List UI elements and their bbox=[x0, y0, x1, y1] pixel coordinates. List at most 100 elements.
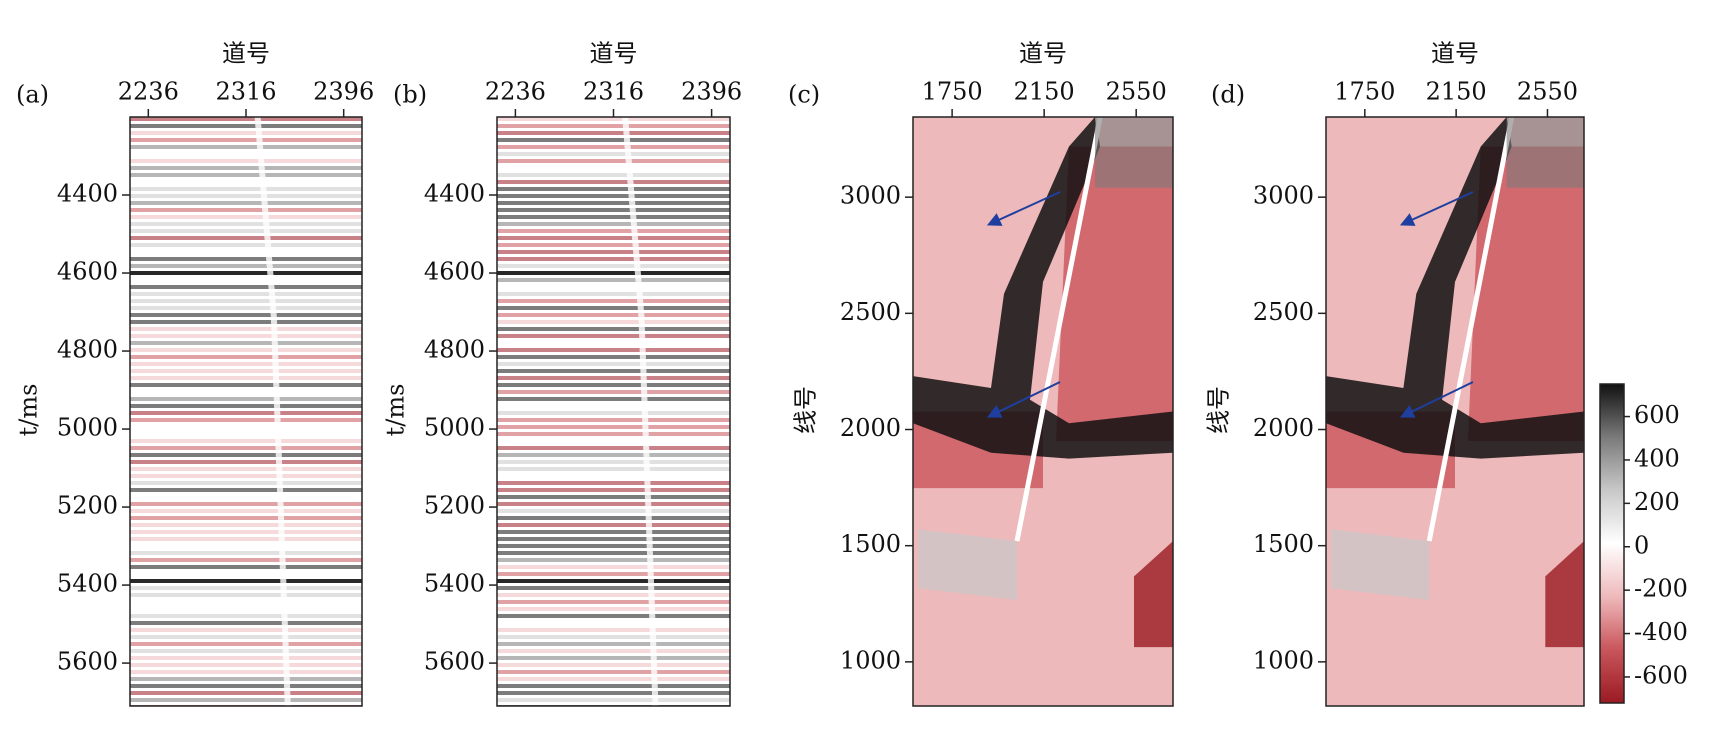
seismic-stripe bbox=[497, 313, 730, 317]
seismic-stripe bbox=[497, 649, 730, 653]
seismic-stripe bbox=[130, 159, 362, 163]
seismic-stripe bbox=[130, 285, 362, 289]
seismic-stripe bbox=[130, 628, 362, 632]
seismic-stripe bbox=[130, 432, 362, 436]
fault bbox=[1426, 117, 1515, 542]
seismic-stripe bbox=[497, 565, 730, 569]
seismic-stripe bbox=[130, 376, 362, 380]
panel-label: (c) bbox=[788, 81, 820, 109]
seismic-stripe bbox=[130, 523, 362, 527]
seismic-stripe bbox=[497, 285, 730, 289]
seismic-stripe bbox=[130, 131, 362, 135]
seismic-stripe bbox=[497, 425, 730, 429]
seismic-stripe bbox=[130, 341, 362, 345]
seismic-stripe bbox=[130, 292, 362, 296]
x-axis-label: 道号 bbox=[222, 40, 270, 68]
seismic-stripe bbox=[130, 607, 362, 611]
x-tick-label: 2150 bbox=[1426, 78, 1487, 106]
seismic-stripe bbox=[497, 355, 730, 359]
seismic-stripe bbox=[497, 474, 730, 478]
seismic-stripe bbox=[497, 698, 730, 702]
y-tick-label: 5200 bbox=[424, 492, 485, 520]
panels: 2236 2316 2396 4400 4600 4800 5000 5200 5400 5600… bbox=[15, 40, 1688, 707]
seismic-stripe bbox=[130, 572, 362, 576]
seismic-stripe bbox=[497, 558, 730, 562]
y-tick-label: 4600 bbox=[424, 258, 485, 286]
seismic-stripe bbox=[130, 166, 362, 170]
seismic-stripe bbox=[130, 502, 362, 506]
y-tick-label: 5400 bbox=[424, 570, 485, 598]
seismic-stripe bbox=[497, 411, 730, 415]
seismic-stripe bbox=[130, 439, 362, 443]
seismic-stripe bbox=[130, 250, 362, 254]
seismic-stripe bbox=[130, 558, 362, 562]
x-tick-label: 2316 bbox=[583, 78, 644, 106]
seismic-stripe bbox=[497, 684, 730, 688]
seismic-stripe bbox=[130, 264, 362, 268]
seismic-stripe bbox=[497, 418, 730, 422]
seismic-stripe bbox=[497, 495, 730, 499]
seismic-stripe bbox=[497, 257, 730, 261]
seismic-stripe bbox=[497, 656, 730, 660]
seismic-stripe bbox=[130, 474, 362, 478]
seismic-stripe bbox=[497, 467, 730, 471]
seismic-stripe bbox=[130, 313, 362, 317]
x-axis-label: 道号 bbox=[590, 40, 638, 68]
seismic-stripe bbox=[130, 257, 362, 261]
y-tick-label: 5000 bbox=[424, 414, 485, 442]
seismic-stripe bbox=[497, 250, 730, 254]
seismic-stripe bbox=[130, 215, 362, 219]
seismic-stripe bbox=[130, 600, 362, 604]
seismic-stripe bbox=[497, 642, 730, 646]
seismic-stripe bbox=[130, 306, 362, 310]
colorbar-tick-label: 600 bbox=[1634, 401, 1680, 429]
seismic-stripe bbox=[130, 446, 362, 450]
seismic-stripe bbox=[497, 194, 730, 198]
panel-label: (a) bbox=[16, 81, 49, 109]
seismic-stripe bbox=[130, 124, 362, 128]
seismic-stripe bbox=[130, 355, 362, 359]
seismic-stripe bbox=[497, 677, 730, 681]
seismic-stripe bbox=[497, 124, 730, 128]
seismic-stripe bbox=[130, 418, 362, 422]
x-tick-label: 2236 bbox=[485, 78, 546, 106]
y-tick-label: 2500 bbox=[1253, 298, 1314, 326]
colorbar-tick-label: -600 bbox=[1634, 661, 1688, 689]
y-tick-label: 2500 bbox=[840, 298, 901, 326]
panel: 2236 2316 2396 4400 4600 4800 5000 5200 5400 5600… bbox=[15, 40, 374, 707]
y-axis-label: t/ms bbox=[15, 384, 43, 437]
seismic-stripe bbox=[130, 516, 362, 520]
panel: 1750 2150 255010001500200025003000(d)道号线号-… bbox=[1205, 40, 1688, 707]
seismic-stripe bbox=[497, 537, 730, 541]
seismic-stripe bbox=[130, 698, 362, 702]
seismic-stripe bbox=[497, 145, 730, 149]
seismic-stripe bbox=[497, 593, 730, 597]
seismic-stripe bbox=[130, 117, 362, 121]
seismic-stripe bbox=[497, 390, 730, 394]
slice-region bbox=[1134, 541, 1173, 648]
image bbox=[913, 117, 1173, 706]
y-axis-label: t/ms bbox=[382, 384, 410, 437]
slice-region bbox=[1506, 117, 1584, 188]
seismic-stripe bbox=[130, 229, 362, 233]
seismic-stripe bbox=[497, 236, 730, 240]
seismic-stripe bbox=[130, 481, 362, 485]
seismic-stripe bbox=[130, 383, 362, 387]
seismic-stripe bbox=[497, 292, 730, 296]
seismic-stripe bbox=[497, 481, 730, 485]
y-tick-label: 5600 bbox=[424, 648, 485, 676]
seismic-stripe bbox=[130, 593, 362, 597]
seismic-stripe bbox=[497, 509, 730, 513]
seismic-stripe bbox=[497, 579, 730, 583]
seismic-stripe bbox=[130, 495, 362, 499]
y-tick-label: 1500 bbox=[1253, 530, 1314, 558]
x-axis-label: 道号 bbox=[1019, 40, 1067, 68]
seismic-stripe bbox=[497, 523, 730, 527]
fault bbox=[254, 117, 291, 706]
seismic-stripe bbox=[497, 404, 730, 408]
seismic-stripe bbox=[497, 264, 730, 268]
x-axis-label: 道号 bbox=[1431, 40, 1479, 68]
seismic-stripe bbox=[497, 180, 730, 184]
colorbar-tick-label: -400 bbox=[1634, 618, 1688, 646]
